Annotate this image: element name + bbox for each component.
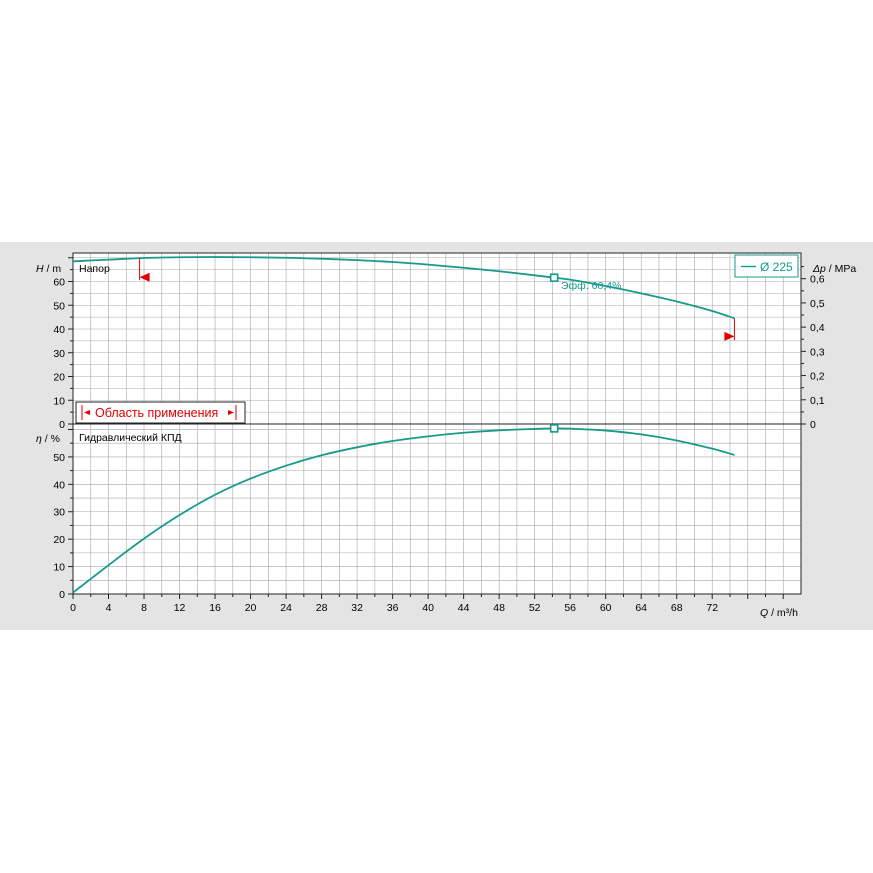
efficiency-panel-title: Гидравлический КПД	[79, 432, 182, 444]
curves	[72, 256, 735, 594]
range-max-marker	[724, 331, 735, 341]
x-tick-label: 52	[529, 602, 541, 614]
head-y-tick-label: 0	[59, 419, 65, 431]
head-bep-marker	[549, 273, 559, 283]
pressure-tick-label: 0	[810, 419, 816, 431]
pressure-tick-label: 0,2	[810, 371, 825, 383]
pressure-tick-label: 0,5	[810, 298, 825, 310]
x-tick-label: 28	[316, 602, 328, 614]
head-axis-title: H / m	[36, 263, 61, 275]
x-tick-label: 64	[635, 602, 647, 614]
pressure-tick-label: 0,4	[810, 322, 825, 334]
pressure-tick-label: 0,3	[810, 346, 825, 358]
efficiency-annotation: Эфф. 60,4%	[561, 280, 621, 292]
head-curve	[72, 256, 735, 320]
pressure-tick-label: 0,6	[810, 274, 825, 286]
x-tick-label: 16	[209, 602, 221, 614]
head-plot-area	[73, 253, 801, 424]
efficiency-plot-area	[73, 424, 801, 594]
x-tick-label: 44	[458, 602, 470, 614]
head-y-tick-label: 50	[53, 300, 65, 312]
x-tick-label: 36	[387, 602, 399, 614]
tick-labels: 0 4 8 12 16 20 24 28 32 36 40 44 48 52 56 60 64 68 7201020…	[53, 274, 824, 614]
pressure-tick-label: 0,1	[810, 395, 825, 407]
eff-y-tick-label: 50	[53, 452, 65, 464]
pressure-axis-title: Δp / MPa	[812, 263, 856, 275]
head-y-tick-label: 60	[53, 277, 65, 289]
eff-y-tick-label: 20	[53, 534, 65, 546]
pump-curve-chart: 0 4 8 12 16 20 24 28 32 36 40 44 48 52 56 60 64 68 7201020…	[36, 252, 856, 619]
head-y-tick-label: 30	[53, 348, 65, 360]
x-tick-label: 40	[422, 602, 434, 614]
efficiency-curve	[72, 427, 735, 594]
head-panel-title: Напор	[79, 263, 110, 275]
x-tick-label: 48	[493, 602, 505, 614]
eff-y-tick-label: 30	[53, 507, 65, 519]
chart-panel: 0 4 8 12 16 20 24 28 32 36 40 44 48 52 56 60 64 68 72 0 10 20…	[0, 242, 873, 630]
legend: Ø 225	[734, 254, 799, 278]
head-y-tick-label: 10	[53, 395, 65, 407]
x-tick-label: 4	[106, 602, 112, 614]
x-tick-label: 68	[671, 602, 683, 614]
x-tick-label: 32	[351, 602, 363, 614]
eff-y-tick-label: 10	[53, 562, 65, 574]
x-tick-label: 8	[141, 602, 147, 614]
axis-ticks	[68, 257, 806, 599]
x-tick-label: 56	[564, 602, 576, 614]
efficiency-axis-title: η / %	[36, 433, 60, 445]
head-y-tick-label: 40	[53, 324, 65, 336]
x-tick-label: 72	[706, 602, 718, 614]
flow-axis-title: Q / m³/h	[760, 607, 798, 619]
x-tick-label: 12	[174, 602, 186, 614]
operating-range-box: Область применения	[75, 401, 246, 424]
operating-range-label: Область применения	[95, 406, 218, 420]
x-tick-label: 0	[70, 602, 76, 614]
eff-y-tick-label: 40	[53, 479, 65, 491]
efficiency-bep-marker	[549, 424, 559, 433]
x-tick-label: 24	[280, 602, 292, 614]
eff-y-tick-label: 0	[59, 589, 65, 601]
x-tick-label: 60	[600, 602, 612, 614]
range-min-marker	[139, 272, 150, 282]
head-y-tick-label: 20	[53, 372, 65, 384]
x-tick-label: 20	[245, 602, 257, 614]
legend-label: Ø 225	[760, 260, 793, 274]
